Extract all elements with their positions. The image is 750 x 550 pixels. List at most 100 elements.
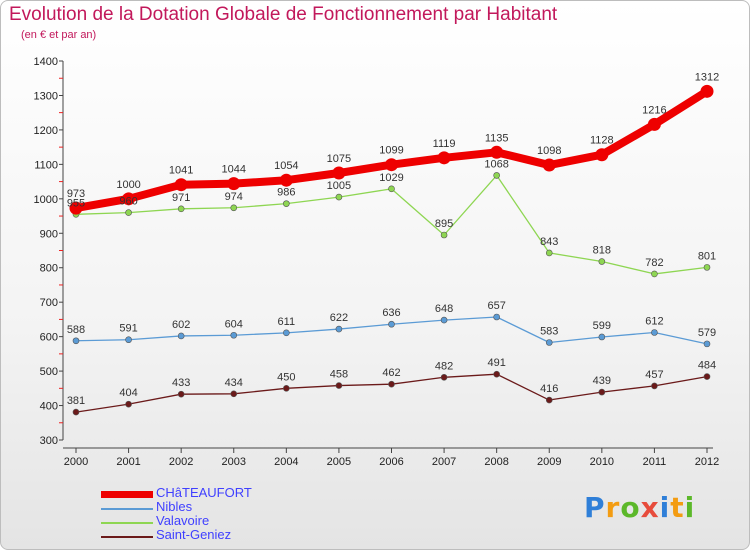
data-point-nibles: [545, 339, 553, 346]
data-label-valavoire: 801: [698, 250, 716, 262]
y-tick-label: 900: [40, 228, 58, 240]
data-label-valavoire: 974: [225, 191, 243, 203]
data-label-valavoire: 1068: [484, 158, 508, 170]
data-point-saint-geniez: [493, 370, 500, 378]
data-label-saint-geniez: 484: [698, 360, 716, 372]
data-point-nibles: [72, 337, 80, 345]
data-label-valavoire: 895: [435, 218, 453, 230]
data-point-ch-teaufort: [595, 148, 609, 162]
data-point-ch-teaufort: [279, 173, 293, 187]
data-label-nibles: 622: [330, 312, 348, 324]
data-label-saint-geniez: 381: [67, 395, 85, 407]
data-label-ch-teaufort: 1312: [695, 71, 719, 83]
data-point-saint-geniez: [335, 382, 343, 389]
data-label-valavoire: 1005: [327, 180, 351, 192]
data-label-ch-teaufort: 1216: [642, 104, 666, 116]
data-point-valavoire: [125, 209, 132, 216]
data-label-nibles: 648: [435, 303, 453, 315]
data-label-saint-geniez: 404: [119, 387, 137, 399]
data-point-nibles: [651, 329, 658, 336]
data-label-ch-teaufort: 1044: [222, 164, 246, 176]
data-label-ch-teaufort: 1000: [116, 179, 140, 191]
data-point-nibles: [440, 316, 448, 324]
data-point-saint-geniez: [177, 390, 185, 398]
x-tick-label: 2011: [643, 456, 667, 468]
data-label-ch-teaufort: 1098: [537, 145, 561, 157]
legend-swatch-valavoire: [101, 522, 153, 524]
x-tick-label: 2010: [590, 456, 614, 468]
y-tick-label: 600: [40, 332, 58, 344]
data-label-valavoire: 955: [67, 197, 85, 209]
data-point-valavoire: [283, 200, 290, 207]
data-label-nibles: 612: [645, 316, 663, 328]
data-point-ch-teaufort: [385, 158, 398, 172]
data-label-nibles: 611: [278, 316, 296, 328]
data-label-valavoire: 971: [172, 192, 190, 204]
y-tick-label: 700: [40, 297, 58, 309]
x-tick-label: 2005: [327, 456, 351, 468]
logo-letter: t: [670, 491, 685, 524]
data-label-valavoire: 960: [119, 196, 137, 208]
data-label-valavoire: 986: [277, 187, 295, 199]
legend-label-saint-geniez: Saint-Geniez: [156, 527, 232, 542]
logo-letter: i: [659, 491, 671, 524]
logo-letter: P: [584, 491, 606, 524]
data-point-valavoire: [230, 204, 238, 212]
x-tick-label: 2000: [64, 456, 88, 468]
data-point-ch-teaufort: [542, 158, 556, 172]
x-tick-label: 2001: [116, 456, 140, 468]
data-label-valavoire: 1029: [379, 172, 403, 184]
y-tick-label: 1200: [34, 125, 58, 137]
data-point-nibles: [493, 313, 500, 321]
data-point-nibles: [598, 333, 606, 341]
data-label-valavoire: 782: [645, 257, 663, 269]
chart-title: Evolution de la Dotation Globale de Fonc…: [9, 4, 558, 25]
data-point-saint-geniez: [388, 380, 395, 388]
data-label-nibles: 588: [67, 324, 85, 336]
data-label-valavoire: 818: [593, 245, 611, 257]
y-tick-label: 1300: [34, 90, 58, 102]
x-tick-label: 2004: [274, 456, 298, 468]
chart-subtitle: (en € et par an): [21, 29, 97, 41]
y-tick-label: 400: [40, 401, 58, 413]
x-tick-label: 2003: [222, 456, 246, 468]
legend-swatch-chateaufort: [101, 491, 153, 498]
data-point-saint-geniez: [598, 388, 606, 396]
data-point-ch-teaufort: [227, 177, 241, 191]
data-point-valavoire: [177, 205, 185, 213]
data-label-nibles: 604: [225, 318, 243, 330]
series-line-saint-geniez: [75, 373, 708, 413]
data-label-ch-teaufort: 1099: [379, 145, 403, 157]
data-point-valavoire: [388, 185, 395, 193]
legend-label-chateaufort: CHâTEAUFORT: [156, 485, 252, 500]
data-label-nibles: 591: [119, 323, 137, 335]
data-point-ch-teaufort: [122, 192, 136, 206]
data-label-saint-geniez: 416: [540, 383, 558, 395]
y-tick-label: 1400: [34, 56, 58, 68]
logo-letter: o: [620, 491, 641, 524]
data-point-valavoire: [651, 270, 658, 278]
data-label-saint-geniez: 450: [277, 371, 295, 383]
logo-letter: x: [640, 491, 660, 524]
data-point-ch-teaufort: [332, 166, 346, 180]
legend-label-nibles: Nibles: [156, 499, 193, 514]
data-point-saint-geniez: [703, 373, 711, 380]
data-label-nibles: 602: [172, 319, 190, 331]
data-point-ch-teaufort: [437, 151, 451, 165]
data-point-saint-geniez: [651, 382, 658, 390]
logo-letter: i: [684, 491, 696, 524]
x-tick-label: 2008: [484, 456, 508, 468]
legend-swatch-nibles: [101, 508, 153, 510]
data-label-nibles: 579: [698, 327, 716, 339]
data-point-saint-geniez: [72, 408, 80, 416]
data-label-saint-geniez: 433: [172, 377, 190, 389]
data-label-nibles: 599: [593, 320, 611, 332]
data-point-saint-geniez: [283, 385, 290, 392]
data-label-saint-geniez: 457: [645, 369, 663, 381]
data-label-saint-geniez: 434: [225, 377, 243, 389]
legend-label-valavoire: Valavoire: [156, 513, 210, 528]
y-tick-label: 1100: [34, 159, 58, 171]
data-point-nibles: [388, 320, 395, 328]
data-point-nibles: [230, 331, 238, 339]
